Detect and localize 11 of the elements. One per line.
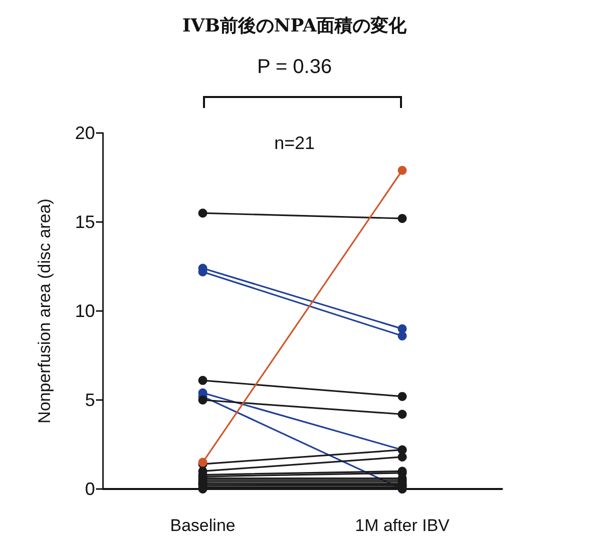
y-tick-label: 15 [74,212,95,232]
x-tick-label: Baseline [170,516,236,535]
x-tick-label: 1M after IBV [355,516,450,535]
y-tick-label: 5 [84,390,95,410]
annotation: n=21 [274,133,315,153]
y-tick-label: 10 [74,301,95,321]
text: P = 0.36 [256,56,333,79]
y-axis-title: Nonperfusion area (disc area) [35,198,54,424]
y-tick-label: 20 [74,123,95,143]
y-tick-label: 0 [84,479,95,499]
chart-title: IVB前後のNPA面積の変化 [182,16,408,36]
